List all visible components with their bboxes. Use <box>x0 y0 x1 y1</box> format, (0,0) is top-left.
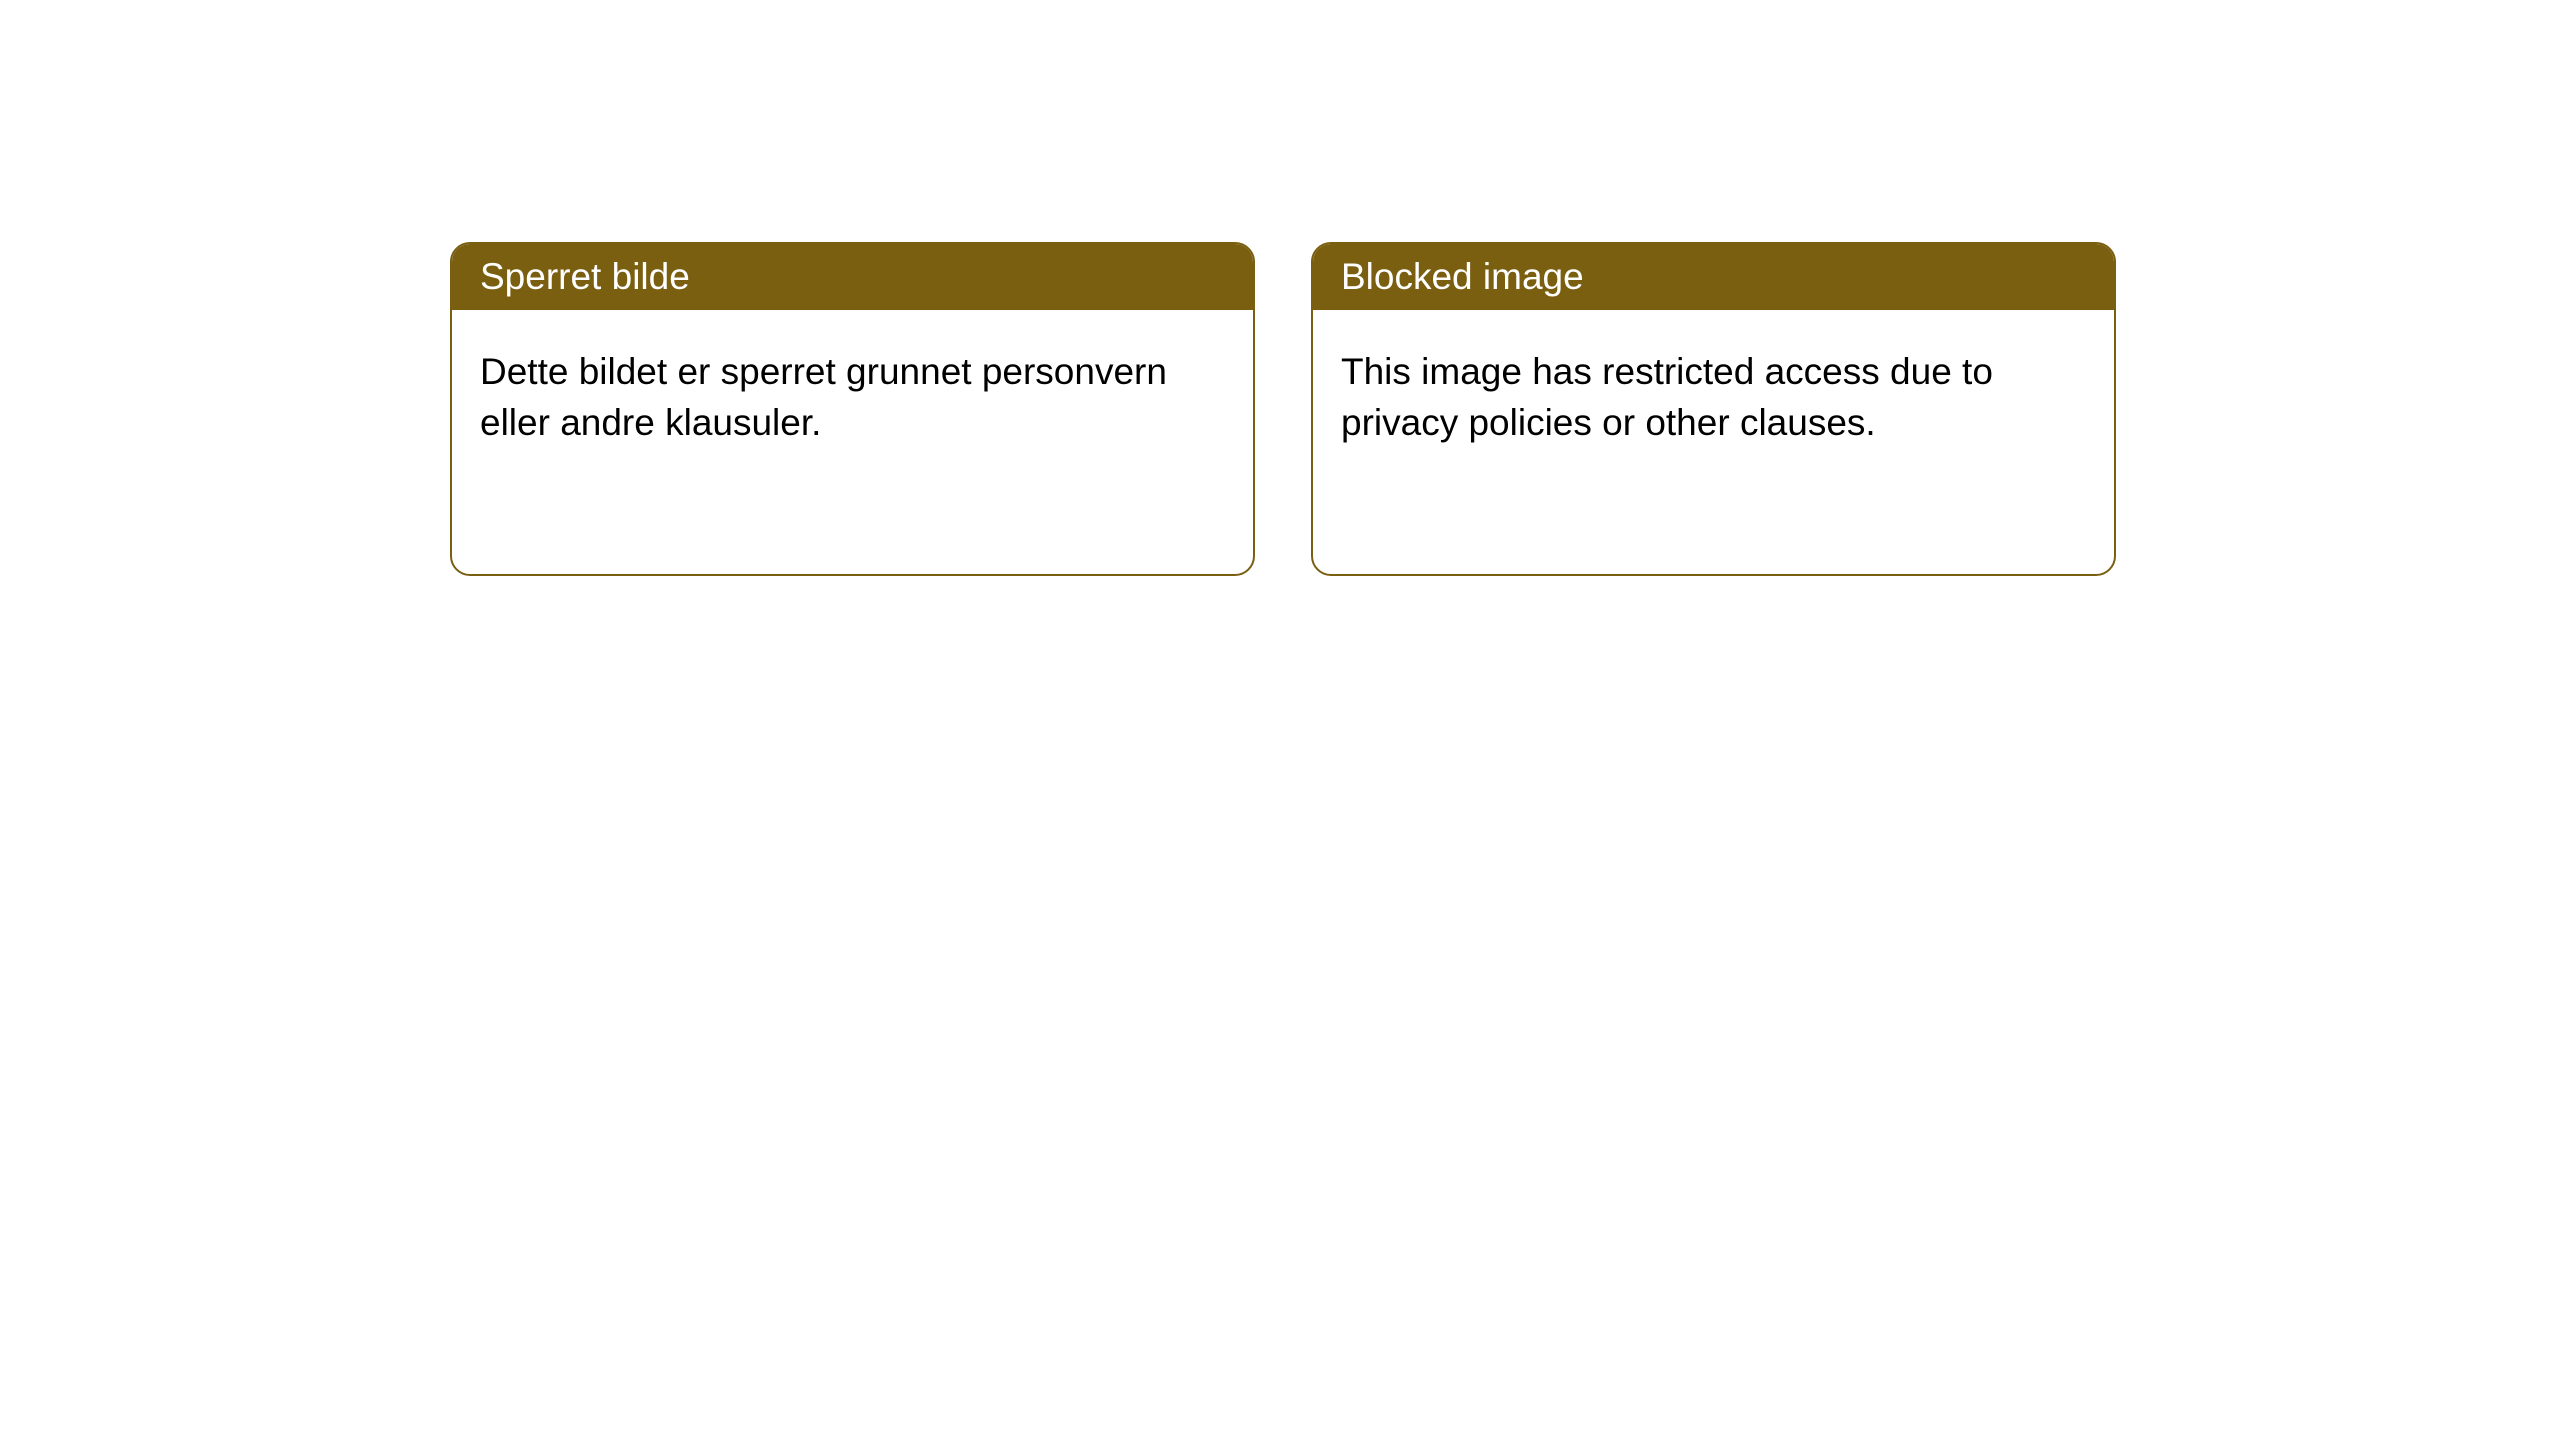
notice-card-english: Blocked image This image has restricted … <box>1311 242 2116 576</box>
notice-card-norwegian: Sperret bilde Dette bildet er sperret gr… <box>450 242 1255 576</box>
notice-body-english: This image has restricted access due to … <box>1313 310 2114 484</box>
notice-title-english: Blocked image <box>1313 244 2114 310</box>
notice-container: Sperret bilde Dette bildet er sperret gr… <box>0 0 2560 576</box>
notice-body-norwegian: Dette bildet er sperret grunnet personve… <box>452 310 1253 484</box>
notice-title-norwegian: Sperret bilde <box>452 244 1253 310</box>
